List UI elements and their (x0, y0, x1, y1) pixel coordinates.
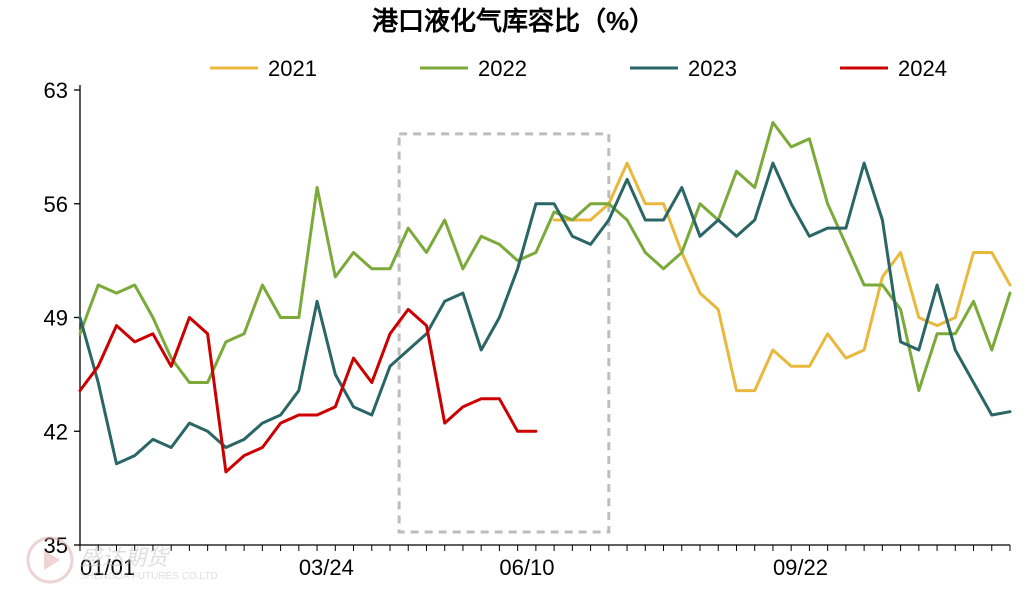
series-2024 (80, 309, 536, 472)
legend-label: 2021 (268, 56, 317, 81)
y-tick-label: 63 (44, 78, 68, 103)
legend-label: 2022 (478, 56, 527, 81)
y-tick-label: 42 (44, 419, 68, 444)
legend-label: 2023 (688, 56, 737, 81)
chart-container: { "chart": { "type": "line", "title": "港… (0, 0, 1027, 603)
series-2021 (554, 163, 1010, 391)
x-tick-label: 03/24 (299, 555, 354, 580)
series-2022 (80, 123, 1010, 391)
watermark-text: 盛达期货 (80, 545, 171, 570)
y-tick-label: 49 (44, 306, 68, 331)
chart-svg: 港口液化气库容比（%）2021202220232024354249566301/… (0, 0, 1027, 603)
watermark-subtext: SHENGDA FUTURES CO.LTD (80, 571, 218, 582)
x-tick-label: 06/10 (499, 555, 554, 580)
y-tick-label: 56 (44, 192, 68, 217)
legend-label: 2024 (898, 56, 947, 81)
highlight-box (399, 134, 609, 532)
chart-title: 港口液化气库容比（%） (372, 6, 655, 36)
x-tick-label: 09/22 (773, 555, 828, 580)
